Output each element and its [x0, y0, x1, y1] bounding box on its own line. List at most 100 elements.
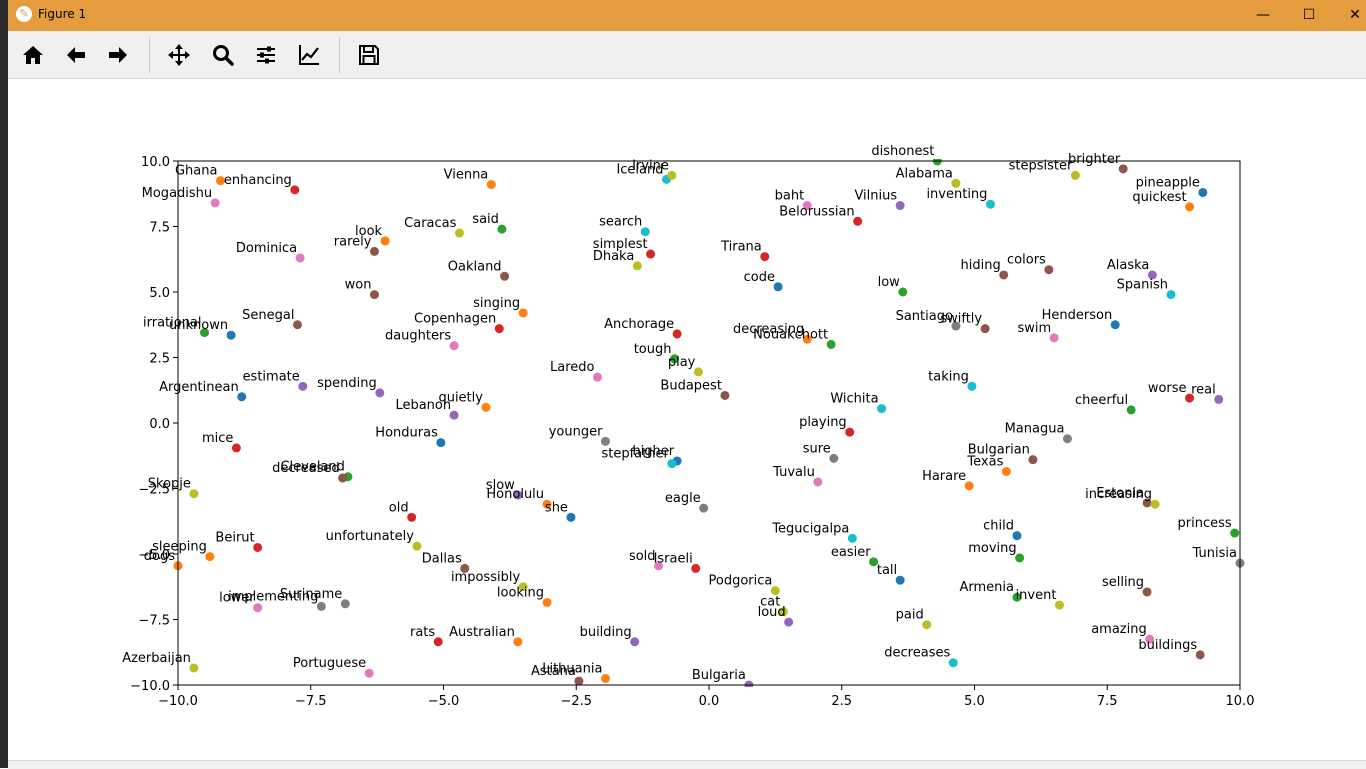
scatter-point [369, 246, 379, 256]
point-label: Lithuania [542, 661, 602, 676]
axes-frame [177, 160, 1241, 686]
point-label: Podgorica [709, 574, 773, 589]
back-button[interactable] [58, 37, 94, 73]
scatter-point [253, 542, 263, 552]
point-label: selling [1102, 575, 1144, 590]
point-label: Harare [922, 469, 966, 484]
home-button[interactable] [15, 37, 51, 73]
y-tick-label: 7.5 [149, 221, 170, 236]
scatter-point [847, 533, 857, 543]
point-label: Belorussian [779, 204, 854, 219]
forward-button[interactable] [100, 37, 136, 73]
scatter-point [574, 676, 584, 686]
point-label: Iceland [616, 162, 663, 177]
point-label: quickest [1132, 190, 1186, 205]
point-label: Lebanon [395, 398, 451, 413]
point-label: play [668, 355, 696, 370]
minimize-button[interactable]: — [1256, 7, 1270, 23]
figure-canvas[interactable]: −10.0 −10.0 −7.5 −7.5 −5.0 −5.0 −2.5 −2.5 0.0 0.0… [8, 79, 1366, 760]
scatter-point [985, 199, 995, 209]
zoom-button[interactable] [205, 37, 241, 73]
scatter-point [672, 329, 682, 339]
scatter-point [999, 270, 1009, 280]
maximize-button[interactable]: ☐ [1302, 7, 1316, 23]
point-label: child [983, 519, 1014, 534]
scatter-point [226, 330, 236, 340]
scatter-point [436, 438, 446, 448]
scatter-point [1118, 164, 1128, 174]
point-label: playing [799, 415, 847, 430]
scatter-point [189, 663, 199, 673]
scatter-point [669, 354, 679, 364]
y-tick-label: 5.0 [149, 286, 170, 301]
scatter-point [630, 637, 640, 647]
point-label: Astana [531, 664, 576, 679]
edit-axis-icon [299, 45, 319, 65]
point-label: search [599, 215, 642, 230]
pan-button[interactable] [161, 37, 197, 73]
point-label: stepsister [1009, 158, 1073, 173]
point-label: Alaska [1107, 258, 1150, 273]
scatter-point [316, 601, 326, 611]
scatter-point [1150, 499, 1160, 509]
scatter-point [592, 372, 602, 382]
scatter-point [494, 324, 504, 334]
scatter-point [481, 402, 491, 412]
desktop-edge [0, 0, 8, 768]
scatter-point [518, 582, 528, 592]
home-icon [23, 46, 43, 64]
scatter-point [693, 367, 703, 377]
point-label: simplest [593, 237, 648, 252]
point-label: Spanish [1117, 278, 1168, 293]
point-label: taking [928, 369, 969, 384]
point-label: unfortunately [326, 529, 415, 544]
point-label: decreasing [733, 322, 804, 337]
point-label: she [545, 500, 568, 515]
close-button[interactable]: ✕ [1349, 7, 1361, 23]
scatter-point [778, 607, 788, 617]
y-tick-label: 0.0 [149, 417, 170, 432]
edit-axis-button[interactable] [291, 37, 327, 73]
scatter-point [375, 388, 385, 398]
save-button[interactable] [351, 37, 387, 73]
scatter-point [877, 404, 887, 414]
scatter-point [667, 459, 677, 469]
app-icon: ✎ [16, 6, 32, 22]
point-label: real [1191, 382, 1216, 397]
x-tick-label: −5.0 [428, 694, 460, 709]
status-bar [8, 760, 1366, 769]
scatter-point [1166, 290, 1176, 300]
scatter-point [513, 490, 523, 500]
x-tick-label: −2.5 [560, 694, 592, 709]
point-label: low [878, 275, 901, 290]
scatter-point [369, 290, 379, 300]
point-label: building [580, 625, 632, 640]
scatter-point [784, 617, 794, 627]
point-label: dogs [144, 549, 175, 564]
scatter-point [1110, 320, 1120, 330]
scatter-point [802, 201, 812, 211]
point-label: Portuguese [293, 656, 366, 671]
point-label: Israeli [654, 551, 693, 566]
point-label: Vilnius [854, 189, 897, 204]
point-label: enhancing [224, 173, 292, 188]
point-label: lower [219, 591, 255, 606]
point-label: Tegucigalpa [771, 521, 849, 536]
point-label: Honduras [375, 426, 438, 441]
scatter-point [699, 503, 709, 513]
scatter-point [1049, 333, 1059, 343]
scatter-point [1147, 270, 1157, 280]
scatter-point [1012, 592, 1022, 602]
configure-subplots-button[interactable] [248, 37, 284, 73]
point-label: princess [1178, 516, 1232, 531]
scatter-point [948, 658, 958, 668]
toolbar-separator [149, 37, 150, 73]
point-label: Laredo [550, 360, 595, 375]
scatter-point [542, 597, 552, 607]
scatter-point [853, 216, 863, 226]
point-label: Managua [1005, 422, 1065, 437]
x-tick-label: −7.5 [295, 694, 327, 709]
point-label: Bulgaria [692, 668, 746, 683]
scatter-point [829, 453, 839, 463]
point-label: spending [317, 376, 377, 391]
